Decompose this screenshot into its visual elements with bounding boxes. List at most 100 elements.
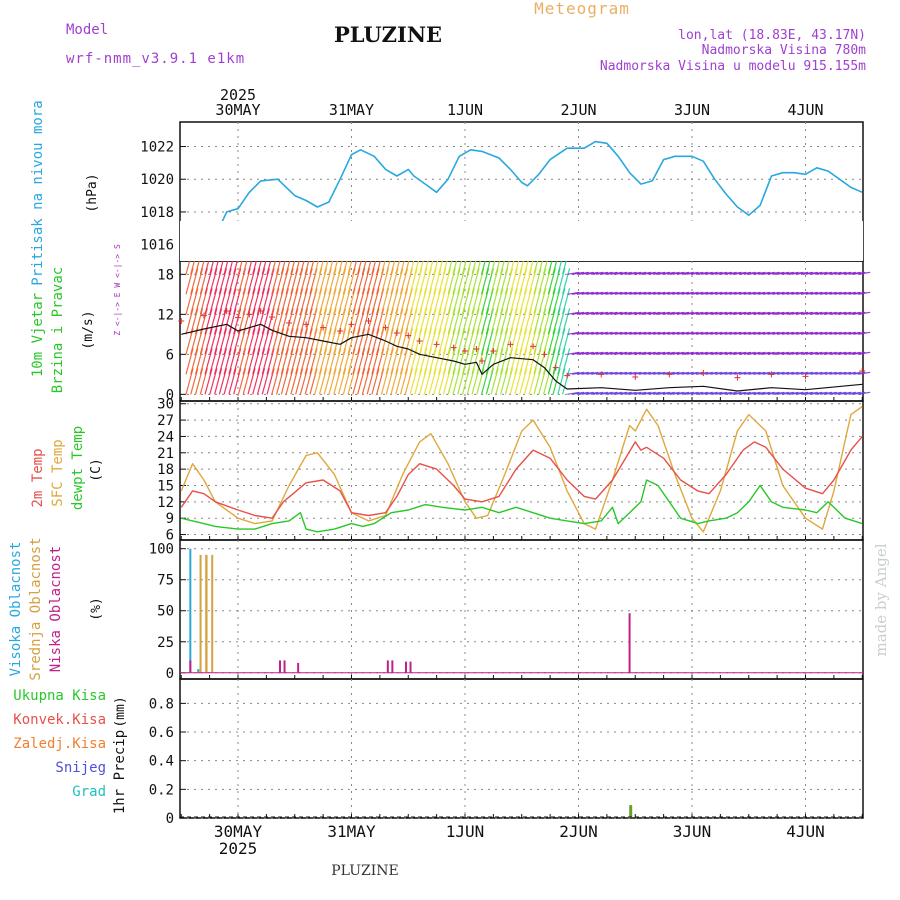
wind-barb: [743, 311, 756, 315]
wind-barb: [648, 391, 661, 395]
wind-barb: [705, 371, 718, 375]
cloud-ytick-label: 50: [157, 604, 174, 620]
wind-barb: [838, 351, 852, 355]
wind-barb: [734, 271, 747, 275]
wind-barb: [743, 371, 756, 375]
wind-gust-mark: [530, 343, 537, 350]
wind-barb: [729, 271, 742, 275]
wind-barb: [600, 271, 613, 275]
wind-barb: [738, 311, 752, 315]
cloud-ytick-label: 0: [166, 666, 174, 682]
wind-barb: [729, 331, 742, 335]
wind-barb: [858, 351, 871, 355]
wind-gust-mark: [564, 372, 571, 379]
wind-barb: [757, 331, 771, 335]
wind-barb: [657, 391, 671, 395]
wind-barb: [681, 351, 694, 355]
wind-barb: [672, 391, 685, 395]
wind-barb: [796, 311, 809, 315]
wind-barb: [695, 391, 709, 395]
t2m-line: [180, 435, 863, 519]
wind-barb: [781, 271, 794, 275]
wind-barb: [662, 391, 675, 395]
wind-barb: [586, 351, 599, 355]
wind-barb: [576, 331, 590, 335]
model-elevation-label: Nadmorska Visina u modelu 915.155m: [600, 59, 866, 74]
wind-barb: [586, 271, 599, 275]
wind-barb: [800, 271, 814, 275]
wind-barb: [700, 391, 713, 395]
wind-gust-mark: [490, 348, 497, 354]
day-label-bottom: 3JUN: [673, 822, 712, 841]
wind-barb: [715, 271, 728, 275]
wind-barb: [743, 291, 756, 295]
wind-barb: [719, 351, 733, 355]
wind-barb: [643, 371, 656, 375]
wind-barb: [591, 391, 604, 395]
wind-barb: [700, 291, 713, 295]
wind-barb: [848, 351, 861, 355]
wind-barb: [638, 371, 651, 375]
wind-barb: [672, 311, 685, 315]
wind-barb: [781, 351, 794, 355]
wind-barb: [657, 271, 671, 275]
wind-barb: [695, 291, 709, 295]
wind-barb: [562, 288, 571, 315]
wind-barb: [843, 271, 856, 275]
wind-barb: [662, 351, 675, 355]
wind-barb: [824, 391, 837, 395]
wind-barb: [791, 291, 804, 295]
wind-barb: [681, 291, 694, 295]
wind-barb: [595, 311, 609, 315]
wind-gust-mark: [462, 348, 468, 354]
wind-ytick-label: 6: [166, 347, 174, 363]
wind-barb: [624, 311, 637, 315]
wind-barb: [810, 351, 823, 355]
wind-barb: [815, 291, 828, 295]
wind-gust-mark: [433, 341, 440, 348]
wind-gust-mark: [507, 341, 514, 348]
wind-barb: [743, 271, 756, 275]
wind-gust-mark: [382, 324, 389, 331]
wind-barb: [853, 271, 866, 275]
wind-barb: [734, 351, 747, 355]
wind-barb: [724, 371, 737, 375]
wind-barb: [572, 371, 585, 375]
wind-barb: [810, 271, 823, 275]
wind-barb: [691, 391, 704, 395]
wind-barb: [772, 391, 785, 395]
wind-barb: [643, 351, 656, 355]
wind-barb: [653, 271, 666, 275]
wind-barb: [791, 331, 804, 335]
wind-barb: [700, 331, 713, 335]
wind-barb: [777, 331, 790, 335]
wind-barb: [719, 371, 733, 375]
wind-barb: [595, 331, 609, 335]
wind-barb: [762, 391, 775, 395]
wind-barb: [581, 351, 594, 355]
wind-barb: [753, 291, 766, 295]
wind-barb: [610, 311, 623, 315]
wind-barb: [591, 311, 604, 315]
precip-ytick-label: 0: [166, 811, 174, 827]
wind-gust-mark: [246, 311, 253, 318]
wind-barb: [843, 351, 856, 355]
wind-barb: [796, 291, 809, 295]
wind-gust-mark: [286, 320, 293, 326]
wind-barb: [762, 351, 775, 355]
wind-barb: [653, 351, 666, 355]
temp-unit: (C): [89, 458, 104, 481]
wind-barb: [819, 291, 833, 295]
wind-gust-mark: [700, 370, 707, 376]
wind-barb: [600, 391, 613, 395]
wind-barb: [572, 331, 585, 335]
credit-label: made by Angel: [872, 543, 890, 656]
wind-barb: [705, 271, 718, 275]
wind-barb: [805, 331, 818, 335]
wind-barb: [834, 311, 847, 315]
wind-barb: [581, 291, 594, 295]
wind-barb: [600, 291, 613, 295]
wind-barb: [572, 391, 585, 395]
wind-gust-mark: [666, 371, 673, 378]
wind-barb: [848, 271, 861, 275]
